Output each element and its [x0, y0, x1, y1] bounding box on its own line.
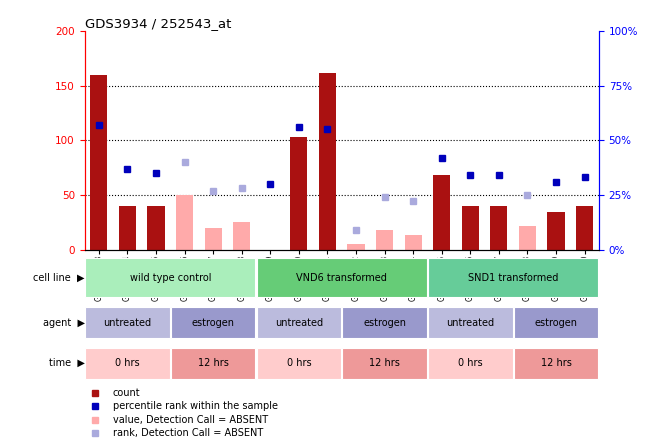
Bar — [90, 75, 107, 250]
Text: 0 hrs: 0 hrs — [115, 358, 140, 368]
Bar — [256, 348, 341, 379]
Bar — [171, 348, 255, 379]
Bar — [348, 244, 365, 250]
Bar — [514, 307, 598, 338]
Bar — [376, 230, 393, 250]
Text: value, Detection Call = ABSENT: value, Detection Call = ABSENT — [113, 415, 268, 424]
Bar — [233, 222, 251, 250]
Text: VND6 transformed: VND6 transformed — [296, 273, 387, 282]
Bar — [405, 235, 422, 250]
Bar — [342, 348, 427, 379]
Text: percentile rank within the sample: percentile rank within the sample — [113, 401, 278, 412]
Bar — [490, 206, 508, 250]
Text: untreated: untreated — [104, 318, 152, 328]
Bar — [428, 348, 512, 379]
Bar — [119, 206, 136, 250]
Text: count: count — [113, 388, 141, 398]
Bar — [319, 72, 336, 250]
Text: estrogen: estrogen — [534, 318, 577, 328]
Text: estrogen: estrogen — [363, 318, 406, 328]
Bar — [148, 206, 165, 250]
Bar — [342, 307, 427, 338]
Bar — [204, 228, 222, 250]
Bar — [176, 195, 193, 250]
Bar — [547, 212, 564, 250]
Bar — [519, 226, 536, 250]
Text: untreated: untreated — [447, 318, 494, 328]
Bar — [433, 175, 450, 250]
Text: agent  ▶: agent ▶ — [42, 318, 85, 328]
Text: wild type control: wild type control — [130, 273, 211, 282]
Bar — [85, 348, 170, 379]
Text: untreated: untreated — [275, 318, 323, 328]
Text: GDS3934 / 252543_at: GDS3934 / 252543_at — [85, 17, 231, 30]
Bar — [256, 258, 427, 297]
Bar — [462, 206, 479, 250]
Bar — [428, 258, 598, 297]
Text: 12 hrs: 12 hrs — [369, 358, 400, 368]
Bar — [85, 258, 255, 297]
Bar — [256, 307, 341, 338]
Text: 0 hrs: 0 hrs — [286, 358, 311, 368]
Bar — [576, 206, 593, 250]
Text: time  ▶: time ▶ — [49, 358, 85, 368]
Text: cell line  ▶: cell line ▶ — [33, 273, 85, 282]
Bar — [514, 348, 598, 379]
Text: SND1 transformed: SND1 transformed — [468, 273, 559, 282]
Bar — [428, 307, 512, 338]
Text: 12 hrs: 12 hrs — [540, 358, 572, 368]
Text: rank, Detection Call = ABSENT: rank, Detection Call = ABSENT — [113, 428, 263, 438]
Bar — [290, 137, 307, 250]
Text: 12 hrs: 12 hrs — [198, 358, 229, 368]
Bar — [85, 307, 170, 338]
Bar — [171, 307, 255, 338]
Text: 0 hrs: 0 hrs — [458, 358, 482, 368]
Text: estrogen: estrogen — [191, 318, 235, 328]
